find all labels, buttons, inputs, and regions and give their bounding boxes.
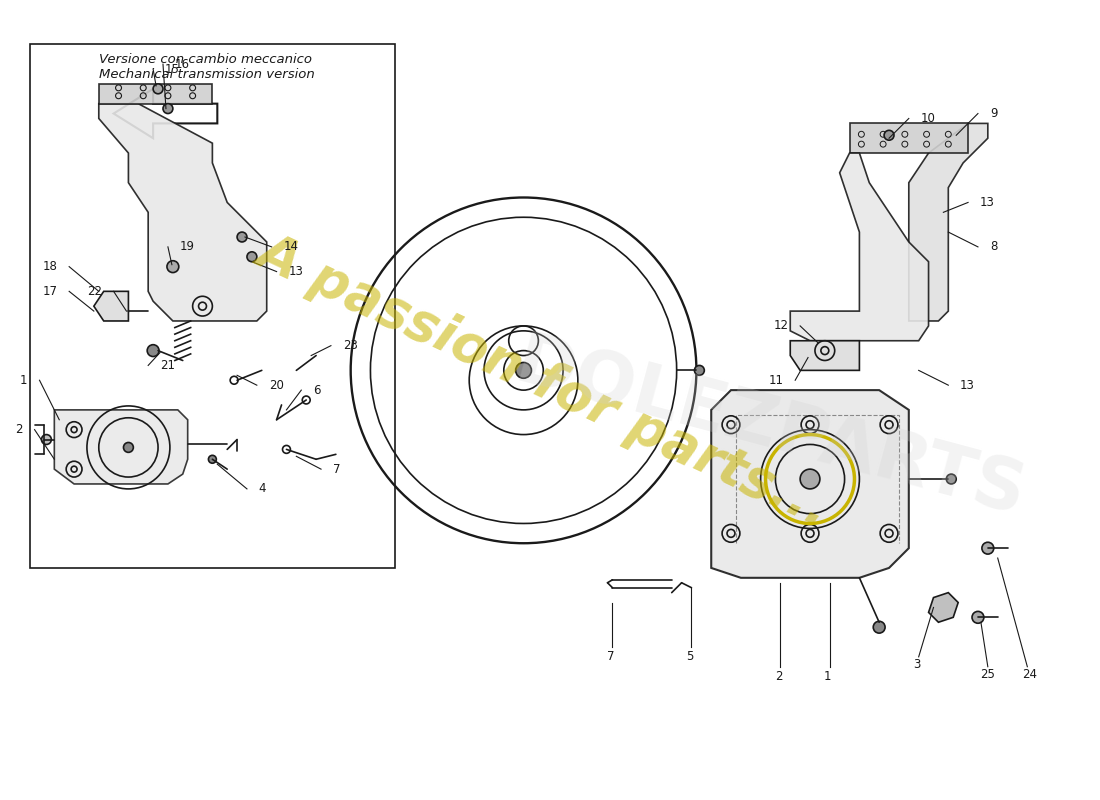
Text: 13: 13: [960, 378, 975, 392]
Text: 17: 17: [42, 285, 57, 298]
Circle shape: [123, 442, 133, 452]
Text: 1: 1: [20, 374, 28, 386]
Polygon shape: [99, 104, 266, 321]
Circle shape: [982, 542, 993, 554]
Text: 7: 7: [333, 462, 340, 476]
Circle shape: [873, 622, 886, 633]
Text: 12: 12: [773, 319, 789, 333]
Polygon shape: [790, 153, 928, 341]
Circle shape: [516, 362, 531, 378]
Polygon shape: [54, 410, 188, 484]
Text: 24: 24: [1022, 668, 1037, 681]
Polygon shape: [113, 89, 218, 138]
Polygon shape: [909, 123, 988, 321]
Circle shape: [119, 306, 129, 316]
Polygon shape: [790, 341, 859, 370]
Text: Versione con cambio meccanico: Versione con cambio meccanico: [99, 53, 311, 66]
Text: 18: 18: [43, 260, 57, 273]
Polygon shape: [712, 390, 909, 578]
Circle shape: [946, 474, 956, 484]
Text: 13: 13: [980, 196, 994, 209]
Circle shape: [800, 469, 820, 489]
Text: 11: 11: [768, 374, 783, 386]
Text: 16: 16: [175, 58, 190, 70]
Text: 3: 3: [913, 658, 921, 671]
Circle shape: [163, 104, 173, 114]
Circle shape: [694, 366, 704, 375]
Circle shape: [153, 84, 163, 94]
Text: 25: 25: [980, 668, 996, 681]
Polygon shape: [94, 291, 129, 321]
Text: 20: 20: [268, 378, 284, 392]
Text: 2: 2: [15, 423, 23, 436]
Text: 22: 22: [87, 285, 101, 298]
Text: A passion for parts...: A passion for parts...: [249, 225, 837, 536]
Circle shape: [972, 611, 983, 623]
Text: 8: 8: [990, 240, 998, 254]
Circle shape: [147, 345, 160, 357]
Text: 21: 21: [160, 359, 175, 372]
Text: 1: 1: [824, 670, 832, 683]
Text: 2: 2: [774, 670, 782, 683]
Text: Mechanical transmission version: Mechanical transmission version: [99, 67, 315, 81]
Circle shape: [248, 252, 256, 262]
Circle shape: [208, 455, 217, 463]
Text: 10: 10: [921, 112, 935, 125]
Circle shape: [238, 232, 248, 242]
Text: 4: 4: [258, 482, 266, 495]
Text: 7: 7: [607, 650, 614, 663]
Text: 23: 23: [343, 339, 358, 352]
Text: 15: 15: [165, 62, 179, 75]
Text: DOLEZPARTS: DOLEZPARTS: [508, 328, 1033, 531]
Text: 5: 5: [685, 650, 693, 663]
Circle shape: [167, 261, 179, 273]
Text: 14: 14: [284, 240, 298, 254]
Polygon shape: [849, 123, 968, 153]
Circle shape: [42, 434, 52, 445]
Text: 19: 19: [179, 240, 195, 254]
Circle shape: [884, 130, 894, 140]
Text: 9: 9: [990, 107, 998, 120]
Text: 6: 6: [314, 384, 320, 397]
Polygon shape: [99, 84, 212, 104]
Polygon shape: [928, 593, 958, 622]
Text: 13: 13: [288, 265, 304, 278]
